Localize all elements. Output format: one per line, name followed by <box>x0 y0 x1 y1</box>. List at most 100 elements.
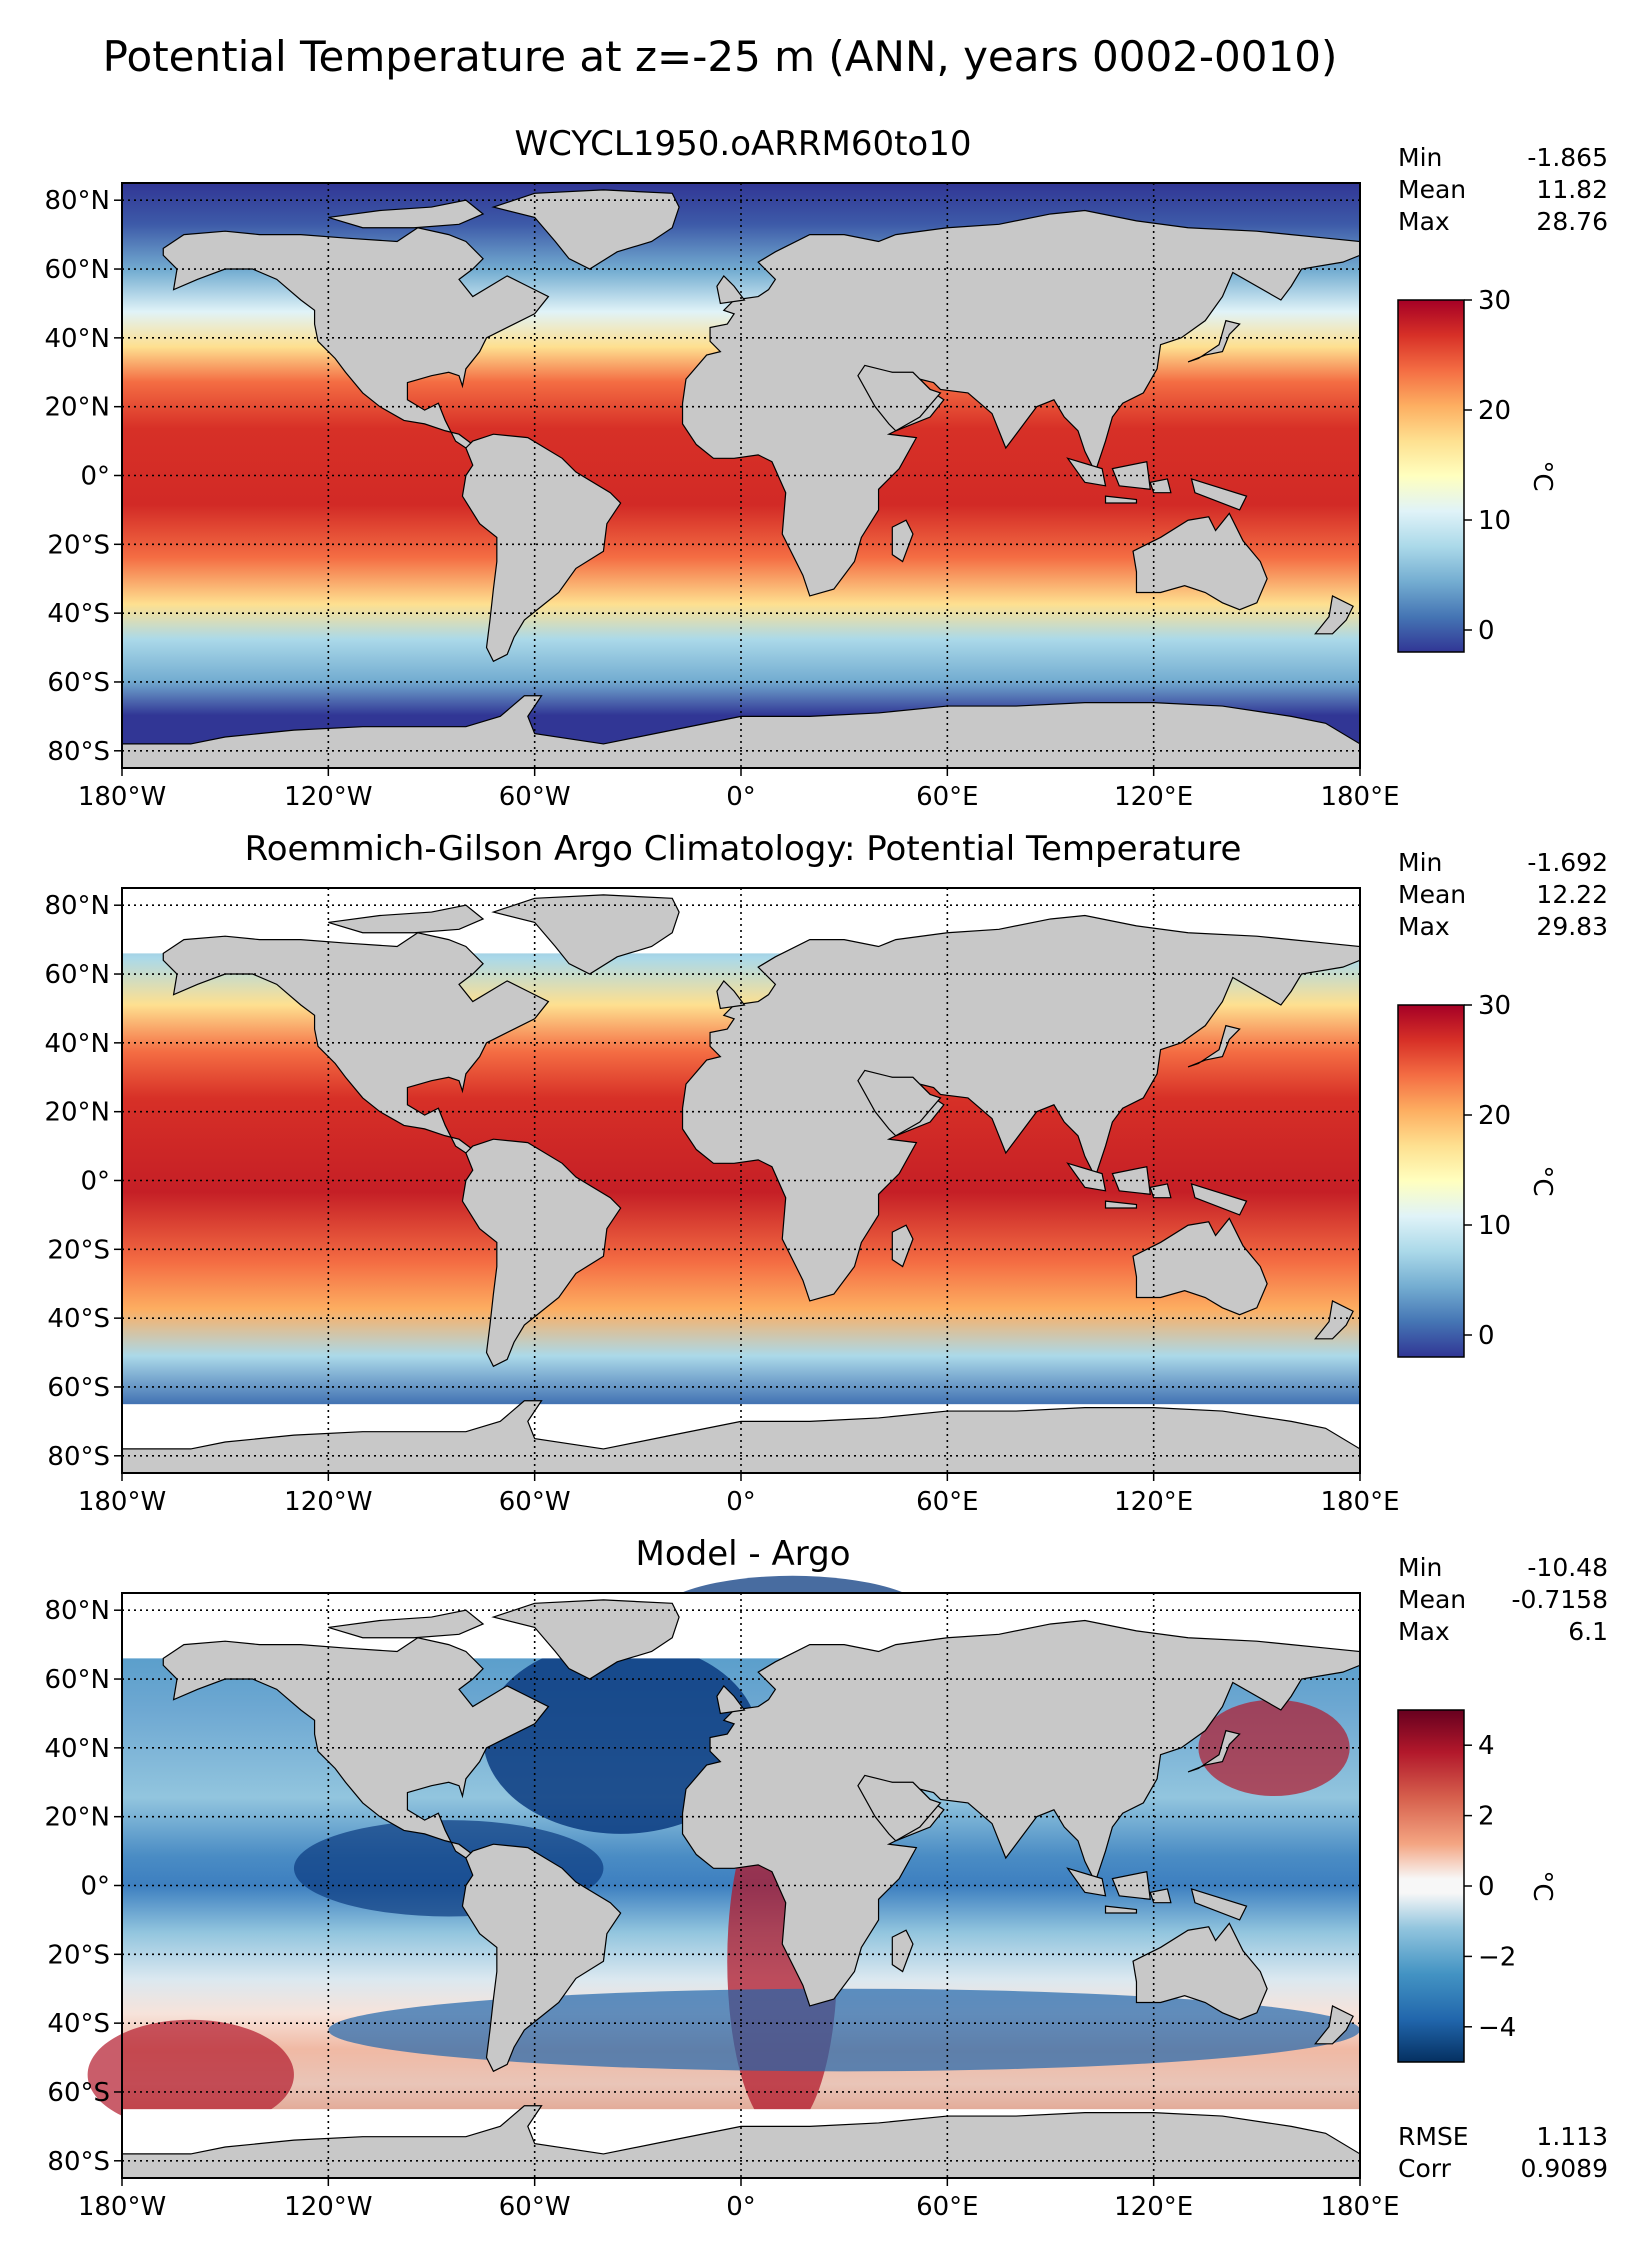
colorbar-tick-label: 10 <box>1478 1211 1511 1241</box>
y-tick-label: 60°N <box>44 255 110 285</box>
stat-label: Mean <box>1398 175 1466 204</box>
panel-title: WCYCL1950.oARRM60to10 <box>515 124 972 164</box>
y-tick-label: 0° <box>80 1872 110 1902</box>
x-tick-label: 180°E <box>1320 1487 1399 1517</box>
stat-value: 12.22 <box>1536 880 1608 909</box>
southern-ocean-anomaly <box>328 1988 1360 2072</box>
x-tick-label: 60°E <box>916 1487 979 1517</box>
colorbar-tick-label: 10 <box>1478 506 1511 536</box>
x-tick-label: 0° <box>726 1487 756 1517</box>
panel-title: Roemmich-Gilson Argo Climatology: Potent… <box>245 829 1242 869</box>
stat-value: 0.9089 <box>1521 2154 1608 2183</box>
colorbar-tick-label: 2 <box>1478 1802 1495 1832</box>
panel-difference: Model - Argo Min -10.48 Mean -0.7158 Max 6.1 R… <box>44 1534 1608 2222</box>
x-tick-label: 60°W <box>499 2192 571 2222</box>
x-tick-label: 60°W <box>499 782 571 812</box>
stat-value: 6.1 <box>1568 1617 1608 1646</box>
x-tick-label: 120°E <box>1114 2192 1193 2222</box>
axes: 180°W 120°W 60°W 0° 60°E 120°E 180°E 80°N 60°N 40… <box>44 182 1400 812</box>
y-tick-label: 60°S <box>47 2078 110 2108</box>
stat-label: RMSE <box>1398 2122 1469 2151</box>
stat-value: -0.7158 <box>1512 1585 1609 1614</box>
axes: 180°W 120°W 60°W 0° 60°E 120°E 180°E 80°N 60°N 40… <box>44 887 1400 1517</box>
x-tick-label: 180°W <box>78 782 166 812</box>
colorbar-tick-label: −2 <box>1478 1942 1516 1972</box>
colorbar-gradient <box>1397 1709 1465 2063</box>
map-field <box>87 1575 1362 2180</box>
x-tick-label: 0° <box>726 2192 756 2222</box>
y-tick-label: 0° <box>80 462 110 492</box>
y-tick-label: 60°S <box>47 1373 110 1403</box>
y-tick-label: 20°N <box>44 1098 110 1128</box>
y-tick-label: 20°S <box>47 530 110 560</box>
x-tick-label: 0° <box>726 782 756 812</box>
y-tick-label: 40°S <box>47 2009 110 2039</box>
panel-model: WCYCL1950.oARRM60to10 Min -1.865 Mean 11.82… <box>44 124 1608 812</box>
x-tick-label: 60°E <box>916 782 979 812</box>
y-tick-label: 20°S <box>47 1235 110 1265</box>
colorbar-gradient <box>1397 1004 1465 1358</box>
colorbar-gradient <box>1397 299 1465 653</box>
y-tick-label: 80°N <box>44 891 110 921</box>
y-tick-label: 60°N <box>44 960 110 990</box>
y-tick-label: 40°N <box>44 324 110 354</box>
stats-block: Min -1.692 Mean 12.22 Max 29.83 <box>1398 848 1608 941</box>
colorbar-tick-label: 0 <box>1478 616 1495 646</box>
y-tick-label: 40°N <box>44 1734 110 1764</box>
colorbar-tick-label: 4 <box>1478 1731 1495 1761</box>
colorbar: 4 2 0 −2 −4 °C <box>1397 1709 1557 2063</box>
colorbar: 0 10 20 30 °C <box>1397 286 1557 653</box>
colorbar-tick-label: 30 <box>1478 286 1511 316</box>
y-tick-label: 80°S <box>47 737 110 767</box>
y-tick-label: 80°N <box>44 186 110 216</box>
south-pacific-anomaly <box>87 2019 294 2130</box>
axes: 180°W 120°W 60°W 0° 60°E 120°E 180°E 80°N 60°N 40… <box>44 1592 1400 2222</box>
stat-label: Corr <box>1398 2154 1452 2183</box>
y-tick-label: 40°N <box>44 1029 110 1059</box>
y-tick-label: 40°S <box>47 599 110 629</box>
axes-frame <box>121 1592 1361 2179</box>
colorbar-tick-label: 0 <box>1478 1872 1495 1902</box>
x-tick-label: 180°W <box>78 2192 166 2222</box>
stat-label: Min <box>1398 143 1442 172</box>
colorbar-tick-label: 30 <box>1478 991 1511 1021</box>
colorbar-tick-label: −4 <box>1478 2013 1516 2043</box>
y-tick-label: 20°N <box>44 1803 110 1833</box>
y-tick-label: 40°S <box>47 1304 110 1334</box>
x-tick-label: 180°E <box>1320 2192 1399 2222</box>
stat-label: Max <box>1398 912 1450 941</box>
x-tick-label: 60°E <box>916 2192 979 2222</box>
colorbar: 0 10 20 30 °C <box>1397 991 1557 1358</box>
stat-value: -10.48 <box>1527 1553 1608 1582</box>
stat-label: Min <box>1398 1553 1442 1582</box>
x-tick-label: 180°E <box>1320 782 1399 812</box>
colorbar-tick-label: 20 <box>1478 1101 1511 1131</box>
stat-value: -1.692 <box>1527 848 1608 877</box>
stat-label: Min <box>1398 848 1442 877</box>
x-tick-label: 120°E <box>1114 1487 1193 1517</box>
colorbar-label: °C <box>1527 1165 1557 1196</box>
stat-label: Mean <box>1398 880 1466 909</box>
colorbar-tick-label: 0 <box>1478 1321 1495 1351</box>
y-tick-label: 80°S <box>47 2147 110 2177</box>
stat-value: 28.76 <box>1536 207 1608 236</box>
colorbar-tick-label: 20 <box>1478 396 1511 426</box>
y-tick-label: 20°S <box>47 1940 110 1970</box>
x-tick-label: 180°W <box>78 1487 166 1517</box>
x-tick-label: 60°W <box>499 1487 571 1517</box>
panel-title: Model - Argo <box>636 1534 851 1574</box>
stat-value: -1.865 <box>1527 143 1608 172</box>
stat-value: 29.83 <box>1536 912 1608 941</box>
stat-label: Max <box>1398 1617 1450 1646</box>
x-tick-label: 120°W <box>284 1487 372 1517</box>
x-tick-label: 120°E <box>1114 782 1193 812</box>
x-tick-label: 120°W <box>284 2192 372 2222</box>
y-tick-label: 80°N <box>44 1596 110 1626</box>
stat-label: Mean <box>1398 1585 1466 1614</box>
colorbar-label: °C <box>1527 460 1557 491</box>
y-tick-label: 20°N <box>44 393 110 423</box>
stats-block: Min -10.48 Mean -0.7158 Max 6.1 RMSE 1.113 Corr 0… <box>1398 1553 1608 2183</box>
stat-value: 1.113 <box>1536 2122 1608 2151</box>
stat-label: Max <box>1398 207 1450 236</box>
